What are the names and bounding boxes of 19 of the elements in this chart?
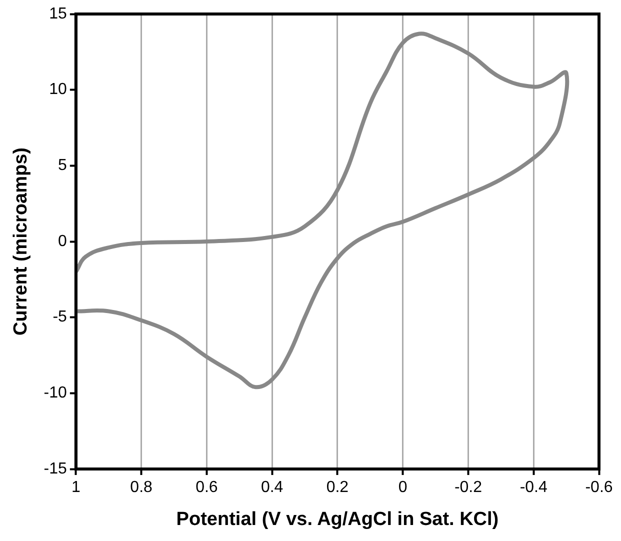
x-tick-label: 0.6	[196, 479, 218, 496]
y-tick-label: 0	[58, 232, 68, 250]
line-series	[76, 32, 570, 390]
x-tick-label: -0.2	[454, 479, 482, 496]
x-tick-label: 0.2	[326, 479, 349, 496]
y-tick-label: 10	[49, 81, 68, 98]
y-axis-title: Current (microamps)	[10, 148, 32, 336]
x-tick-label: -0.6	[585, 479, 613, 496]
y-tick-label: 5	[58, 157, 68, 174]
x-tick-label: 1	[71, 479, 80, 496]
x-tick-label: 0	[398, 479, 408, 496]
x-axis-title: Potential (V vs. Ag/AgCl in Sat. KCl)	[176, 508, 499, 530]
y-tick-label: -15	[44, 460, 68, 478]
y-tick-label: -5	[52, 308, 68, 326]
x-tick-label: 0.8	[130, 479, 153, 496]
x-tick-label: -0.4	[520, 479, 548, 496]
y-tick-label: 15	[49, 5, 68, 22]
x-tick-label: 0.4	[260, 479, 284, 496]
y-tick-label: -10	[44, 384, 68, 402]
